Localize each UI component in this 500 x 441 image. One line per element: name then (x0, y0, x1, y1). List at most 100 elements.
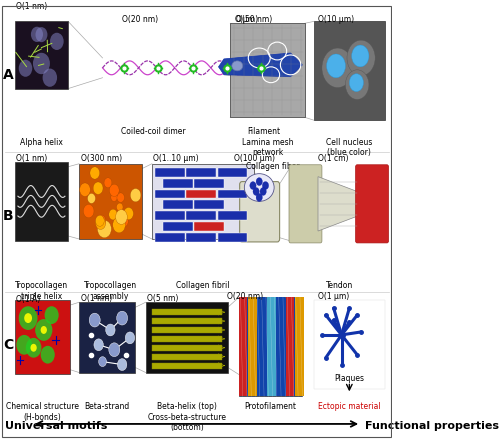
Circle shape (42, 68, 57, 87)
Circle shape (118, 359, 127, 370)
Circle shape (112, 217, 126, 233)
Circle shape (18, 306, 38, 330)
Bar (152, 164, 254, 239)
Circle shape (124, 207, 134, 220)
Circle shape (94, 339, 104, 351)
Bar (248, 297, 257, 396)
Circle shape (50, 33, 64, 50)
Text: Tropocollagen
assembly: Tropocollagen assembly (84, 281, 137, 301)
Text: O(300 nm): O(300 nm) (80, 154, 122, 163)
Text: Tropocollagen
triple helix: Tropocollagen triple helix (15, 281, 68, 301)
Ellipse shape (244, 174, 274, 202)
Bar (155, 233, 185, 242)
Circle shape (256, 194, 262, 202)
Bar (163, 179, 192, 187)
Circle shape (18, 60, 32, 77)
Bar (146, 302, 228, 373)
Text: Coiled-coil dimer: Coiled-coil dimer (121, 127, 186, 136)
Text: O(1 cm): O(1 cm) (318, 154, 348, 163)
Circle shape (24, 313, 32, 323)
Circle shape (116, 209, 128, 224)
Circle shape (352, 45, 369, 67)
Circle shape (44, 306, 59, 324)
Bar (152, 336, 222, 342)
Circle shape (96, 217, 106, 229)
Bar (163, 222, 192, 231)
Circle shape (40, 346, 55, 363)
Bar (218, 190, 248, 198)
Text: O(100 μm): O(100 μm) (234, 154, 275, 163)
Text: Alpha helix: Alpha helix (20, 138, 63, 147)
Text: Ectopic material: Ectopic material (318, 402, 380, 411)
Ellipse shape (232, 61, 243, 71)
Bar (194, 179, 224, 187)
Text: O(1 nm): O(1 nm) (16, 154, 48, 163)
Bar (218, 168, 248, 177)
Text: Collagen fibril: Collagen fibril (176, 281, 230, 291)
Text: O(μm): O(μm) (234, 15, 258, 24)
Circle shape (80, 183, 90, 196)
Bar (286, 297, 294, 396)
Circle shape (88, 194, 96, 203)
Circle shape (40, 326, 47, 334)
Bar (218, 233, 248, 242)
Text: Filament: Filament (248, 127, 280, 136)
Bar (152, 363, 222, 369)
Circle shape (126, 332, 134, 344)
Bar (152, 345, 222, 351)
Text: Protofilament: Protofilament (244, 402, 296, 411)
Text: Cell nucleus
(blue color): Cell nucleus (blue color) (326, 138, 372, 157)
Text: O(20 nm): O(20 nm) (227, 292, 263, 301)
Text: Functional properties: Functional properties (365, 421, 499, 431)
Bar (230, 23, 304, 117)
Circle shape (346, 70, 369, 100)
FancyBboxPatch shape (240, 182, 280, 242)
Circle shape (260, 187, 266, 195)
Bar (276, 297, 285, 396)
Text: Beta-helix (top)
Cross-beta-structure
(bottom): Beta-helix (top) Cross-beta-structure (b… (148, 402, 226, 432)
Text: O(50 nm): O(50 nm) (236, 15, 272, 24)
Bar (314, 21, 384, 120)
Circle shape (109, 209, 118, 220)
Text: Beta-strand: Beta-strand (84, 402, 130, 411)
Circle shape (33, 53, 50, 74)
Text: O(1..10 μm): O(1..10 μm) (154, 154, 199, 163)
Circle shape (130, 188, 141, 202)
FancyBboxPatch shape (289, 165, 322, 243)
Bar (314, 300, 384, 389)
Text: Universal motifs: Universal motifs (4, 421, 107, 431)
Bar (186, 233, 216, 242)
Text: Lamina mesh
network: Lamina mesh network (242, 138, 293, 157)
Circle shape (120, 216, 128, 227)
Bar (239, 297, 302, 396)
Circle shape (110, 184, 119, 197)
Bar (15, 162, 68, 241)
Bar (218, 211, 248, 220)
Bar (15, 21, 68, 89)
Text: Chemical structure
(H-bonds): Chemical structure (H-bonds) (6, 402, 78, 422)
Bar (79, 164, 142, 239)
Circle shape (250, 182, 256, 190)
Text: O(20 nm): O(20 nm) (122, 15, 158, 24)
Text: O(1 Å): O(1 Å) (16, 294, 40, 304)
Bar (194, 200, 224, 209)
Text: B: B (3, 209, 13, 223)
Circle shape (16, 335, 32, 355)
Bar (15, 300, 70, 374)
Circle shape (30, 344, 36, 352)
Polygon shape (318, 177, 357, 231)
Circle shape (111, 193, 117, 202)
Polygon shape (218, 53, 302, 77)
Circle shape (322, 48, 354, 88)
Bar (155, 168, 185, 177)
Bar (194, 222, 224, 231)
Circle shape (36, 27, 48, 42)
Text: Plaques: Plaques (334, 374, 364, 384)
Bar (186, 168, 216, 177)
Circle shape (90, 167, 100, 179)
Bar (152, 309, 222, 315)
Circle shape (84, 204, 94, 218)
Circle shape (31, 27, 43, 42)
Text: O(1 nm): O(1 nm) (16, 3, 48, 11)
Text: Tendon: Tendon (326, 281, 353, 291)
